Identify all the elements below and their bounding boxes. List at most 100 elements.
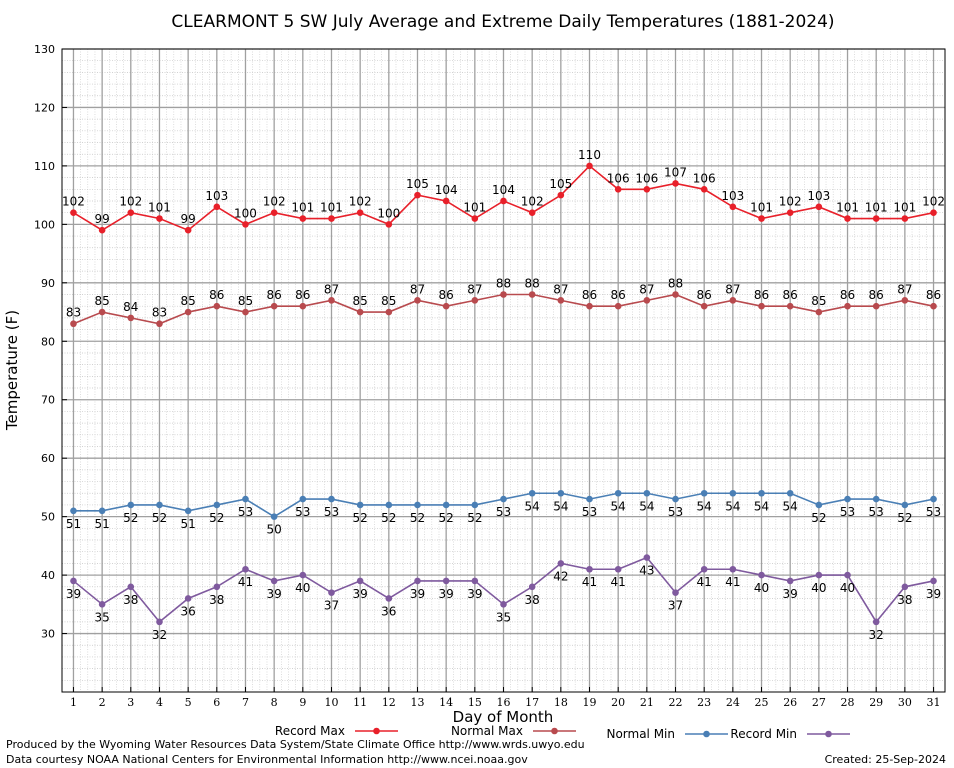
x-tick-label: 8: [271, 696, 278, 709]
record-min-data-label: 38: [123, 593, 138, 607]
normal-min-data-label: 53: [496, 505, 511, 519]
record-min-data-label: 40: [840, 581, 855, 595]
normal-max-point: [242, 308, 249, 316]
normal-max-data-label: 86: [783, 288, 798, 302]
record-min-point: [758, 571, 765, 579]
normal-min-point: [672, 495, 679, 503]
normal-min-data-label: 54: [525, 499, 540, 513]
record-min-data-label: 41: [582, 575, 597, 589]
y-tick-label: 130: [34, 43, 55, 56]
normal-max-data-label: 85: [238, 294, 253, 308]
normal-max-point: [557, 297, 565, 304]
normal-min-point: [643, 489, 651, 497]
record-max-point: [672, 180, 679, 187]
y-tick-label: 90: [41, 277, 55, 290]
record-max-point: [729, 203, 737, 211]
normal-min-point: [471, 501, 479, 509]
record-min-data-label: 42: [553, 569, 568, 583]
record-max-data-label: 102: [119, 195, 142, 209]
x-tick-label: 15: [468, 696, 482, 709]
record-min-point: [729, 565, 737, 573]
normal-max-data-label: 83: [66, 306, 81, 320]
record-min-point: [299, 571, 307, 579]
normal-max-data-label: 87: [467, 282, 482, 296]
x-tick-label: 18: [554, 696, 568, 709]
record-max-point: [815, 203, 823, 211]
record-max-data-label: 101: [893, 201, 916, 215]
normal-min-data-label: 54: [611, 499, 626, 513]
normal-min-data-label: 52: [897, 511, 912, 525]
record-min-data-label: 36: [381, 604, 396, 618]
record-min-data-label: 39: [467, 587, 482, 601]
record-min-data-label: 32: [869, 628, 884, 642]
x-tick-label: 20: [611, 696, 625, 709]
record-max-point: [156, 215, 163, 222]
record-min-point: [614, 565, 622, 573]
series-record-max: 102 99 102 101 99 103 100 102 101 101 102 100 105 104…: [62, 148, 945, 234]
normal-max-data-label: 87: [639, 282, 654, 296]
record-min-data-label: 39: [439, 587, 454, 601]
record-min-point: [528, 583, 536, 591]
record-max-data-label: 101: [291, 201, 314, 215]
record-max-data-label: 101: [750, 201, 773, 215]
x-tick-label: 28: [841, 696, 855, 709]
record-max-point: [557, 191, 565, 199]
record-max-point: [872, 215, 880, 222]
x-tick-label: 3: [127, 696, 134, 709]
normal-max-point: [586, 302, 593, 310]
x-tick-label: 11: [353, 696, 367, 709]
normal-min-data-label: 53: [926, 505, 941, 519]
record-max-point: [184, 226, 192, 234]
y-tick-label: 80: [41, 335, 55, 348]
normal-min-point: [557, 489, 565, 497]
x-tick-label: 2: [99, 696, 106, 709]
normal-min-point: [844, 495, 851, 503]
record-max-data-label: 105: [406, 177, 429, 191]
record-max-data-label: 101: [148, 201, 171, 215]
record-max-point: [471, 215, 479, 222]
x-tick-label: 30: [898, 696, 912, 709]
normal-min-data-label: 52: [353, 511, 368, 525]
x-tick-label: 1: [70, 696, 77, 709]
series-normal-min: 51 51 52 52 51 52 53 50 53 53 52 52 52 52 52 53 54 54 53 54…: [66, 489, 941, 537]
normal-min-point: [614, 489, 622, 497]
record-max-data-label: 110: [578, 148, 601, 162]
normal-min-data-label: 54: [697, 499, 712, 513]
legend-label-normal-max: Normal Max: [451, 724, 523, 738]
legend-marker-normal-min: [703, 730, 710, 738]
normal-max-data-label: 86: [840, 288, 855, 302]
record-max-point: [930, 209, 937, 216]
record-max-point: [844, 215, 851, 222]
record-min-data-label: 41: [697, 575, 712, 589]
record-min-data-label: 35: [496, 610, 511, 624]
record-min-point: [586, 565, 593, 573]
normal-min-data-label: 52: [123, 511, 138, 525]
x-tick-label: 29: [869, 696, 883, 709]
normal-min-point: [328, 495, 335, 503]
normal-min-data-label: 53: [295, 505, 310, 519]
normal-max-data-label: 88: [668, 277, 683, 291]
record-max-data-label: 104: [435, 183, 458, 197]
normal-min-point: [242, 495, 249, 503]
normal-min-data-label: 51: [181, 517, 196, 531]
normal-min-data-label: 51: [66, 517, 81, 531]
record-max-data-label: 103: [807, 189, 830, 203]
normal-min-point: [872, 495, 880, 503]
x-tick-label: 7: [242, 696, 249, 709]
record-min-data-label: 37: [668, 599, 683, 613]
record-min-data-label: 41: [238, 575, 253, 589]
record-min-point: [184, 595, 192, 602]
normal-max-data-label: 87: [324, 282, 339, 296]
normal-max-point: [614, 302, 622, 310]
record-max-point: [901, 215, 909, 222]
record-min-data-label: 39: [66, 587, 81, 601]
normal-max-data-label: 86: [697, 288, 712, 302]
normal-min-data-label: 53: [324, 505, 339, 519]
normal-max-point: [672, 291, 679, 298]
grid: [62, 48, 945, 692]
record-min-data-label: 39: [926, 587, 941, 601]
normal-max-point: [930, 302, 937, 310]
normal-max-data-label: 87: [725, 282, 740, 296]
